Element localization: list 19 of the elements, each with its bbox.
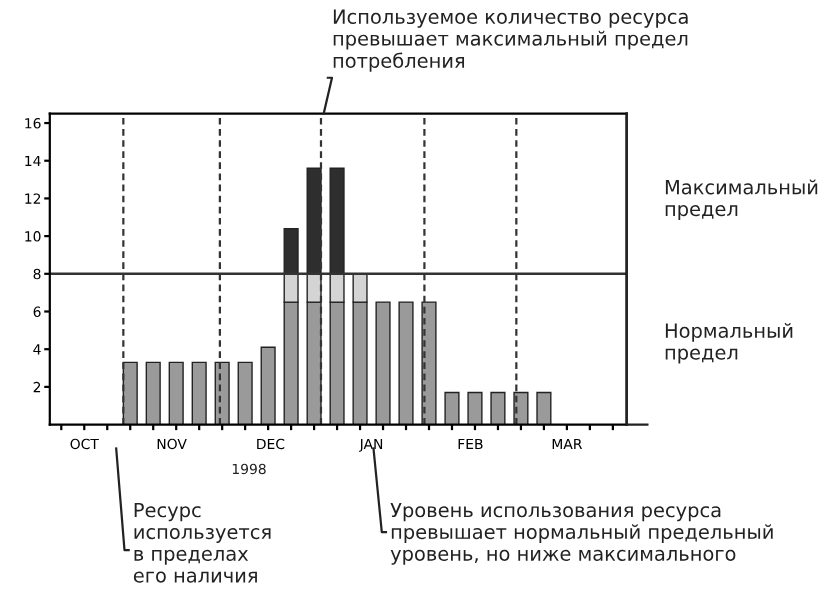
bar: [536, 391, 552, 425]
bar: [513, 391, 529, 425]
bar: [421, 301, 437, 425]
bar: [122, 361, 138, 425]
bar: [398, 301, 414, 425]
bar: [168, 361, 184, 425]
bar: [375, 301, 391, 425]
text: Максимальный предел: [665, 179, 818, 220]
bar: [444, 391, 460, 425]
bar: [260, 346, 276, 425]
bar: [490, 391, 506, 425]
text: Ресурс используется в пределах его наличия: [133, 502, 271, 583]
text: Нормальный предел: [665, 323, 793, 364]
text: Уровень использования ресурса превышает нормальный предельный уровень, но ниже максимального: [390, 502, 773, 565]
bar: [145, 361, 161, 425]
bar: [467, 391, 483, 425]
bar: [237, 361, 253, 425]
bar: [191, 361, 207, 425]
text: Используемое количество ресурса превышает максимальный предел потребления: [333, 9, 688, 72]
